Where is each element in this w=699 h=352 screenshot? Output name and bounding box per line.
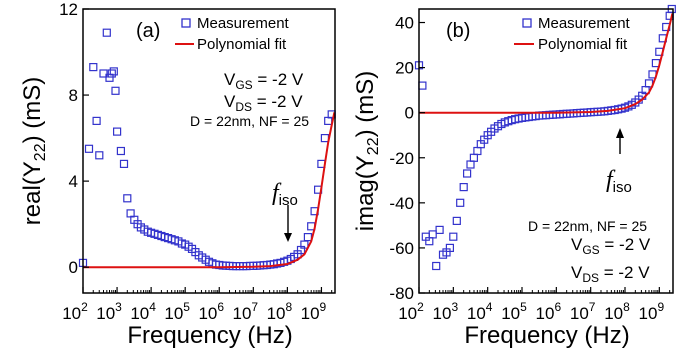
x-tick-label: 103: [433, 300, 459, 323]
panel-b-legend-fit-label: Polynomial fit: [538, 36, 628, 53]
x-tick-label: 103: [96, 300, 122, 323]
measurement-point: [435, 225, 444, 234]
measurement-point: [428, 230, 437, 239]
measurement-point: [123, 194, 132, 203]
y-tick-label: 12: [59, 0, 78, 19]
measurement-point: [432, 261, 441, 271]
y-tick-label: 0: [69, 258, 78, 277]
y-tick-label: 0: [405, 104, 414, 123]
x-tick-label: 104: [130, 300, 156, 323]
measurement-point: [119, 159, 129, 168]
x-tick-label: 108: [604, 300, 630, 323]
measurement-point: [109, 67, 118, 76]
panel-a-legend-fit-label: Polynomial fit: [197, 36, 287, 53]
fit-curve: [83, 112, 336, 269]
measurement-point: [320, 134, 329, 143]
panel-b-vgs-annotation: VGS = -2 V: [571, 235, 651, 257]
panel-a-x-axis-title: Frequency (Hz): [127, 322, 292, 349]
x-tick-label: 108: [267, 300, 293, 323]
y-tick-label: -40: [389, 194, 414, 213]
measurement-point: [99, 69, 108, 78]
y-tick-label: 20: [395, 59, 414, 78]
measurement-point: [449, 232, 458, 241]
measurement-point: [456, 198, 465, 207]
x-tick-label: 109: [639, 300, 665, 323]
fit-curve: [419, 13, 674, 114]
measurement-point: [116, 146, 126, 156]
y-tick-label: -80: [389, 284, 414, 303]
x-tick-label: 105: [164, 300, 190, 323]
x-tick-label: 102: [62, 300, 88, 323]
measurement-point: [111, 86, 120, 95]
panel-a-y-ticks: 0 4 8 12: [59, 0, 89, 277]
measurement-point: [463, 169, 472, 178]
panel-a-legend: Measurement Polynomial fit: [175, 15, 290, 53]
measurement-point: [107, 69, 116, 78]
panel-b-vds-annotation: VDS = -2 V: [571, 263, 650, 285]
measurement-point: [445, 243, 454, 252]
panel-b-label: (b): [446, 20, 470, 42]
x-tick-label: 106: [198, 300, 224, 323]
panel-b-x-ticks: 102 103 104 105 106 107 108 109: [398, 287, 671, 323]
panel-b-legend: Measurement Polynomial fit: [514, 15, 631, 53]
panel-b-device-annotation: D = 22nm, NF = 25: [528, 218, 647, 234]
measurement-point: [303, 233, 312, 242]
panel-b-fiso-label: fiso: [606, 167, 632, 196]
panel-a-x-ticks: 102 103 104 105 106 107 108 109: [62, 287, 333, 323]
panel-b-y-axis-title: imag(Y22) (mS): [352, 71, 382, 231]
x-tick-label: 104: [467, 300, 493, 323]
panel-b-legend-measurement-marker: [522, 18, 532, 28]
measurement-point: [89, 62, 98, 72]
x-tick-label: 109: [301, 300, 327, 323]
measurement-point: [92, 116, 101, 126]
measurement-point: [473, 146, 482, 156]
measurement-point: [102, 28, 111, 37]
panel-b-marks: [414, 4, 676, 271]
panel-a-marks: [78, 28, 336, 271]
panel-a-legend-measurement-label: Measurement: [197, 15, 290, 32]
panel-a: 0 4 8 12 102 103 104 105 106 107 108 109 (a) Measu…: [19, 0, 336, 349]
y-tick-label: -60: [389, 239, 414, 258]
panel-b-x-axis-title: Frequency (Hz): [464, 322, 629, 349]
panel-a-vds-annotation: VDS = -2 V: [224, 92, 303, 114]
measurement-point: [112, 127, 122, 136]
y-tick-label: 8: [69, 86, 78, 105]
y-tick-label: 4: [69, 172, 78, 191]
x-tick-label: 105: [501, 300, 527, 323]
panel-a-device-annotation: D = 22nm, NF = 25: [190, 113, 309, 129]
measurement-point: [452, 216, 461, 225]
x-tick-label: 107: [570, 300, 596, 323]
y-tick-label: -20: [389, 149, 414, 168]
measurement-point: [418, 81, 427, 90]
panel-b-fiso-arrow: [616, 128, 624, 154]
x-tick-label: 102: [398, 300, 424, 323]
panel-a-label: (a): [136, 20, 160, 42]
panel-a-legend-measurement-marker: [181, 18, 191, 28]
measurement-point: [466, 160, 475, 169]
y-tick-label: 40: [395, 14, 414, 33]
measurement-point: [84, 144, 94, 153]
x-tick-label: 107: [233, 300, 259, 323]
panel-a-fiso-arrow: [284, 205, 292, 242]
panel-a-vgs-annotation: VGS = -2 V: [224, 70, 304, 92]
panel-a-y-axis-title: real(Y22) (mS): [19, 77, 49, 225]
measurement-point: [459, 183, 468, 192]
panel-a-fiso-label: fiso: [272, 180, 298, 209]
panel-b-y-ticks: -80 -60 -40 -20 0 20 40: [389, 14, 425, 303]
panel-b-legend-measurement-label: Measurement: [538, 15, 631, 32]
measurement-point: [469, 153, 478, 162]
x-tick-label: 106: [536, 300, 562, 323]
measurement-point: [105, 73, 114, 82]
measurement-point: [95, 151, 104, 160]
